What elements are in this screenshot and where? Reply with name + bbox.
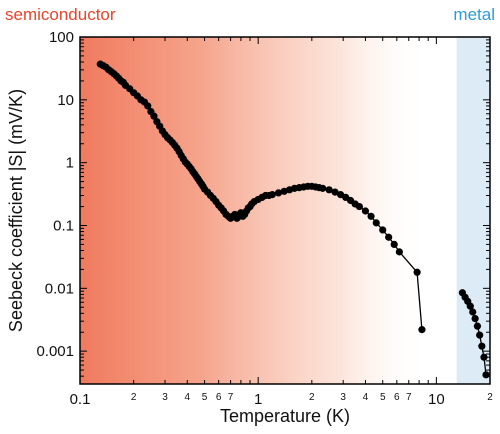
data-point [268,191,276,199]
data-point [473,322,482,330]
data-point [150,112,158,120]
data-point [482,371,490,379]
data-point [476,331,484,339]
x-tick-label: 10 [428,391,445,408]
region-label-metal: metal [453,5,495,24]
data-point [385,233,393,241]
y-tick-label: 100 [49,29,74,46]
x-minor-tick-label: 5 [380,392,386,403]
data-point [418,326,426,334]
x-minor-tick-label: 6 [394,392,400,403]
y-tick-label: 0.001 [36,343,74,360]
y-tick-label: 10 [57,92,74,109]
x-tick-label: 0.1 [70,391,91,408]
data-point [361,207,370,215]
x-minor-tick-label: 3 [340,392,346,403]
data-point [379,226,387,234]
data-point [372,219,380,227]
axes-layer [79,36,491,385]
x-tick-label: 1 [254,391,262,408]
data-point [469,308,477,316]
data-point [319,184,327,192]
labels-layer: semiconductor metal 100 10 1 0.1 0.01 0.001 0.1 1… [5,5,495,426]
data-point [367,212,375,220]
data-point [471,314,479,323]
data-point [413,268,421,276]
region-metal [456,37,490,384]
data-point [274,189,283,197]
data-point [466,302,474,310]
region-label-semiconductor: semiconductor [5,5,116,24]
y-axis-title: Seebeck coefficient |S| (mV/K) [6,89,26,332]
data-point [478,342,486,350]
data-point [480,353,488,361]
plot-frame [79,36,491,385]
data-point [355,202,364,211]
y-tick-label: 0.01 [45,280,74,297]
x-minor-tick-label: 4 [184,392,190,403]
x-minor-tick-label: 2 [309,392,315,403]
x-minor-tick-label: 3 [162,392,168,403]
x-minor-tick-label: 6 [216,392,222,403]
y-tick-label: 1 [66,155,74,172]
x-minor-tick-label: 7 [228,392,234,403]
x-minor-tick-label: 2 [131,392,137,403]
data-point [144,102,152,110]
y-tick-label: 0.1 [53,217,74,234]
x-minor-tick-label: 2 [487,392,493,403]
regions-layer [80,37,490,384]
data-point [325,186,333,194]
data-point [390,240,398,249]
x-axis-title: Temperature (K) [220,406,350,426]
x-minor-tick-label: 5 [202,392,208,403]
x-minor-tick-label: 7 [406,392,412,403]
series-layer [96,60,490,379]
data-point [395,248,403,256]
data-point [331,188,339,196]
x-minor-tick-label: 4 [363,392,369,403]
